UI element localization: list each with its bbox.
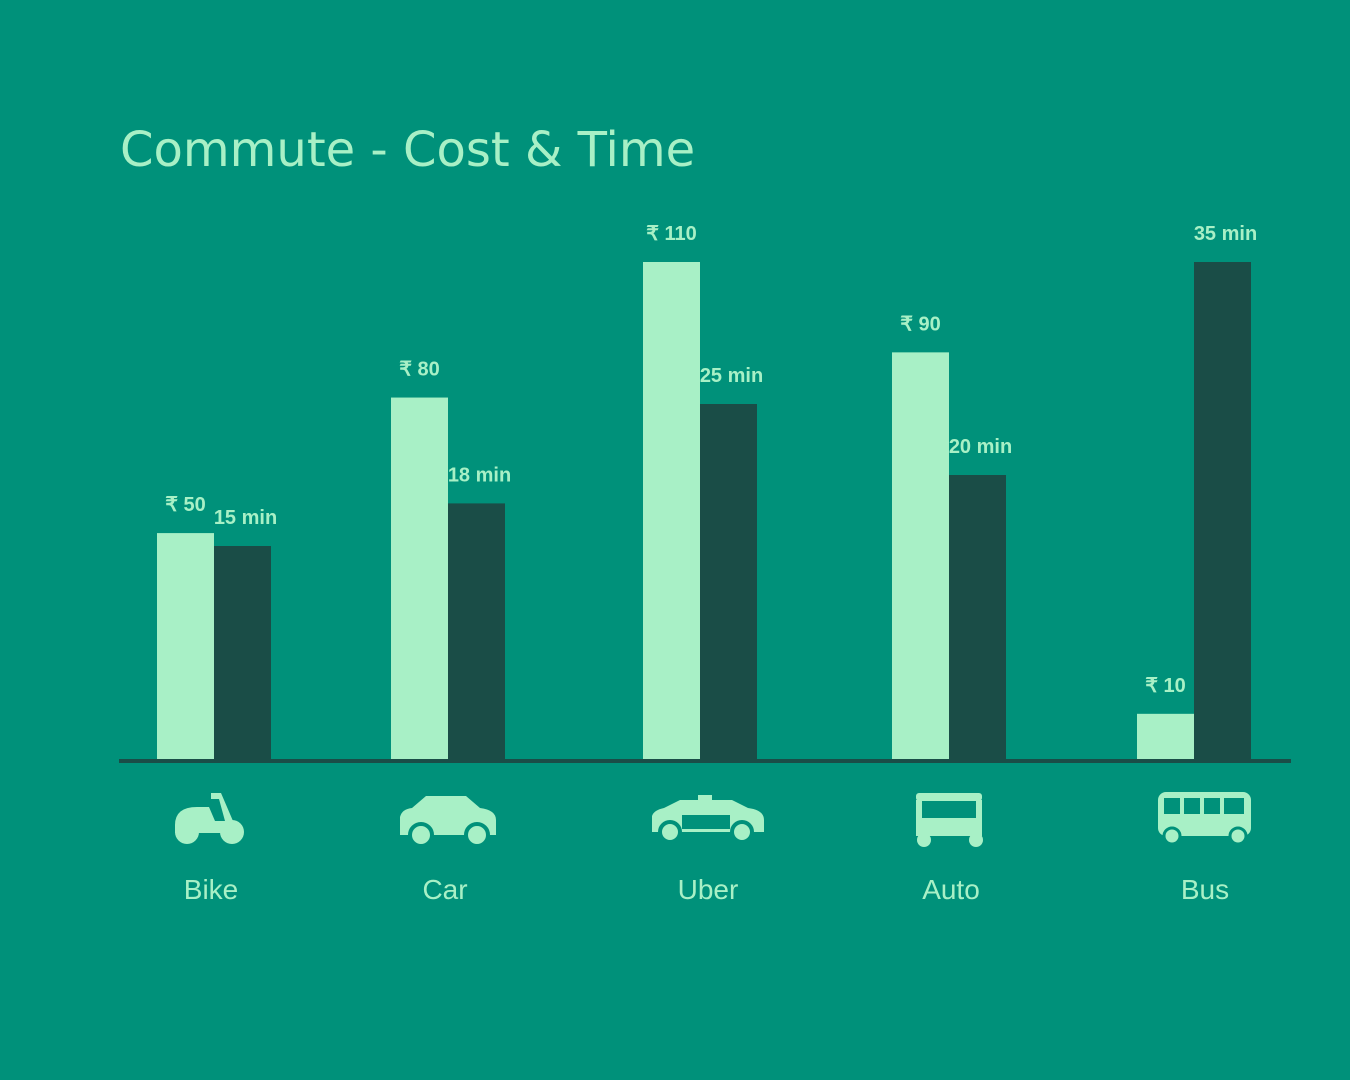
bar [892, 352, 949, 759]
value-label: 15 min [214, 507, 277, 529]
bike-icon [175, 793, 244, 844]
value-label: ₹ 50 [165, 494, 206, 516]
category-label: Bike [184, 874, 238, 905]
category-label: Car [422, 874, 467, 905]
bar [448, 503, 505, 759]
value-label: 20 min [949, 436, 1012, 458]
value-label: ₹ 80 [399, 359, 440, 381]
taxi-icon [652, 795, 764, 844]
bar [643, 262, 700, 759]
bar [391, 397, 448, 759]
category-label: Uber [678, 874, 739, 905]
value-label: ₹ 10 [1145, 675, 1186, 697]
value-label: ₹ 90 [900, 313, 941, 335]
car-icon [400, 796, 496, 848]
bar [157, 533, 214, 759]
bar [1194, 262, 1251, 759]
value-label: 35 min [1194, 223, 1257, 245]
category-label: Auto [922, 874, 980, 905]
category-label: Bus [1181, 874, 1229, 905]
bus-icon [1158, 792, 1251, 846]
value-label: 18 min [448, 464, 511, 486]
chart-title: Commute - Cost & Time [120, 122, 695, 178]
bar [214, 546, 271, 759]
bar [1137, 713, 1194, 759]
auto-icon [916, 793, 983, 847]
bar [949, 475, 1006, 759]
value-label: ₹ 110 [646, 223, 697, 245]
value-label: 25 min [700, 365, 763, 387]
bar [700, 404, 757, 759]
